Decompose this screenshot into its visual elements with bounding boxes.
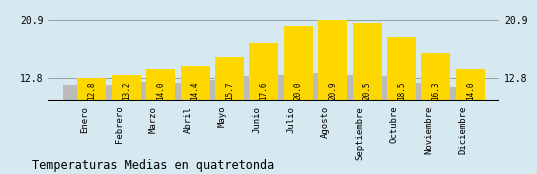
Bar xyxy=(441,87,470,101)
Text: 13.2: 13.2 xyxy=(122,81,131,100)
Bar xyxy=(180,66,209,101)
Bar xyxy=(77,77,106,101)
Bar xyxy=(97,85,126,101)
Bar xyxy=(387,37,416,101)
Bar xyxy=(304,73,333,101)
Text: 15.7: 15.7 xyxy=(225,81,234,100)
Bar xyxy=(353,23,382,101)
Text: 20.0: 20.0 xyxy=(294,81,303,100)
Text: 17.6: 17.6 xyxy=(259,81,268,100)
Text: 14.0: 14.0 xyxy=(156,81,165,100)
Bar xyxy=(63,85,92,101)
Bar xyxy=(269,75,299,101)
Bar xyxy=(249,44,279,101)
Bar xyxy=(338,75,367,101)
Bar xyxy=(456,69,485,101)
Bar xyxy=(235,76,264,101)
Bar xyxy=(407,83,436,101)
Text: 12.8: 12.8 xyxy=(88,81,97,100)
Bar xyxy=(146,69,175,101)
Bar xyxy=(215,57,244,101)
Bar xyxy=(318,20,347,101)
Bar xyxy=(373,76,402,101)
Text: Temperaturas Medias en quatretonda: Temperaturas Medias en quatretonda xyxy=(32,159,274,172)
Bar xyxy=(132,82,161,101)
Text: 14.0: 14.0 xyxy=(466,81,475,100)
Bar xyxy=(284,26,313,101)
Bar xyxy=(200,80,229,101)
Text: 20.9: 20.9 xyxy=(328,81,337,100)
Bar xyxy=(112,75,141,101)
Text: 14.4: 14.4 xyxy=(191,81,200,100)
Text: 16.3: 16.3 xyxy=(431,81,440,100)
Text: 20.5: 20.5 xyxy=(362,81,372,100)
Text: 18.5: 18.5 xyxy=(397,81,406,100)
Bar xyxy=(166,83,195,101)
Bar xyxy=(422,53,451,101)
